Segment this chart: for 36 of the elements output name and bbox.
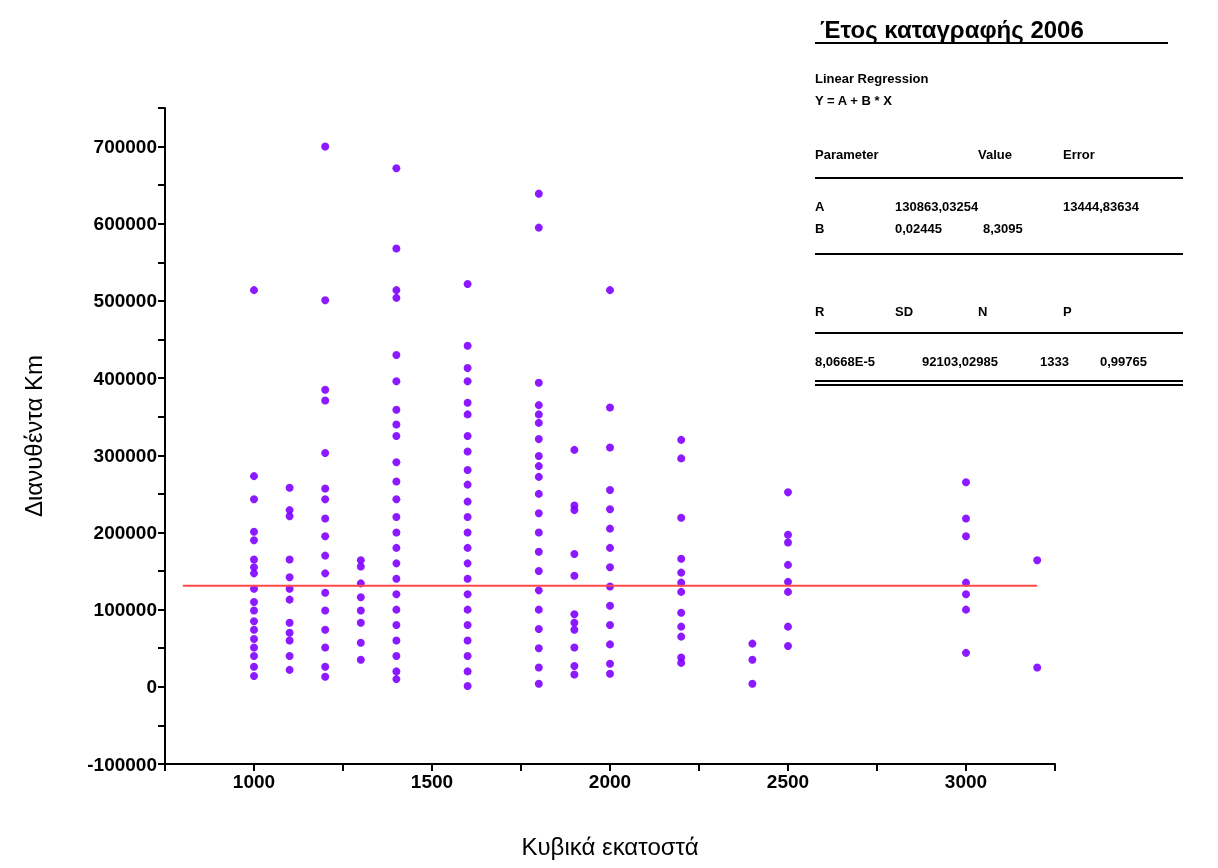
x-tick-label: 3000	[944, 771, 988, 792]
annotation: 8,0668E-5	[815, 354, 875, 369]
y-tick-label: 100000	[93, 599, 157, 621]
annotation: 1333	[1040, 354, 1069, 369]
y-tick-label: 600000	[93, 213, 157, 235]
y-axis-title: Διανυθέντα Km	[19, 354, 47, 518]
text: Error	[1063, 147, 1095, 162]
x-tick-label: 2000	[588, 771, 632, 792]
y-tick-label: 300000	[93, 444, 157, 466]
x-tick-label: 1500	[410, 771, 454, 792]
chart-title: Έτος καταγραφής 2006	[820, 15, 1084, 43]
annotation: A	[815, 199, 825, 214]
annotation: R	[815, 304, 825, 319]
y-tick-label: -100000	[87, 753, 157, 775]
text: Y = A + B * X	[815, 93, 893, 108]
y-tick-label: 0	[146, 676, 157, 698]
annotation: B	[815, 221, 825, 236]
y-tick-label: 200000	[93, 521, 157, 543]
annotation: Value	[978, 147, 1012, 162]
text: 0,99765	[1100, 354, 1147, 369]
y-tick-label: 700000	[93, 136, 157, 158]
text: P	[1063, 304, 1072, 319]
y-tick-label: 500000	[93, 290, 157, 312]
annotation: 92103,02985	[922, 354, 998, 369]
text: 13444,83634	[1063, 199, 1140, 214]
text: Linear Regression	[815, 71, 929, 86]
annotation: SD	[895, 304, 914, 319]
y-tick-label: 400000	[93, 367, 157, 389]
x-tick-label: 1000	[232, 771, 276, 792]
x-axis-title: Κυβικά εκατοστά	[521, 832, 699, 860]
annotation: 0,02445	[895, 221, 942, 236]
annotation: 8,3095	[983, 221, 1023, 236]
annotation: 130863,03254	[895, 199, 979, 214]
x-tick-label: 2500	[766, 771, 810, 792]
annotation: N	[978, 304, 988, 319]
annotation: Parameter	[815, 147, 879, 162]
